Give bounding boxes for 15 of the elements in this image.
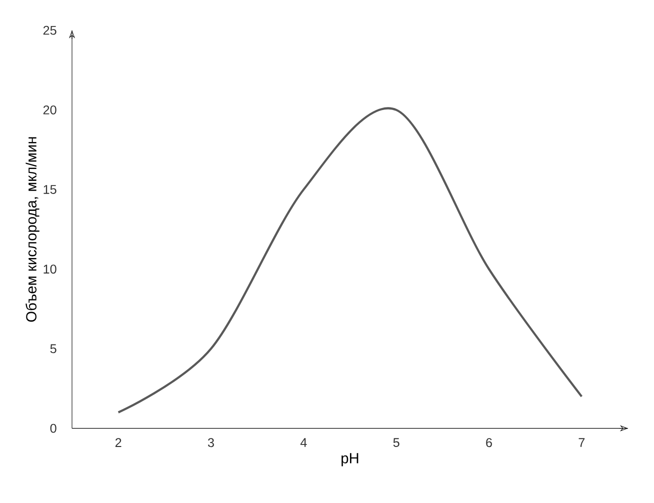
y-axis-title: Объем кислорода, мкл/мин: [26, 137, 40, 322]
x-tick-label: 5: [393, 438, 400, 447]
x-axis-title: pH: [342, 453, 358, 466]
line-series: [117, 108, 583, 414]
y-tick-label: 0: [50, 424, 56, 433]
x-tick-label: 6: [486, 438, 492, 448]
y-tick-label: 10: [44, 264, 56, 274]
y-tick-label: 20: [43, 105, 56, 114]
x-tick-label: 4: [300, 438, 307, 447]
x-tick-label: 3: [208, 438, 214, 448]
y-tick-label: 25: [43, 26, 56, 35]
y-tick-label: 15: [44, 185, 56, 194]
y-tick-label: 5: [50, 344, 56, 354]
x-tick-label: 7: [578, 438, 585, 447]
x-tick-label: 2: [115, 438, 122, 447]
